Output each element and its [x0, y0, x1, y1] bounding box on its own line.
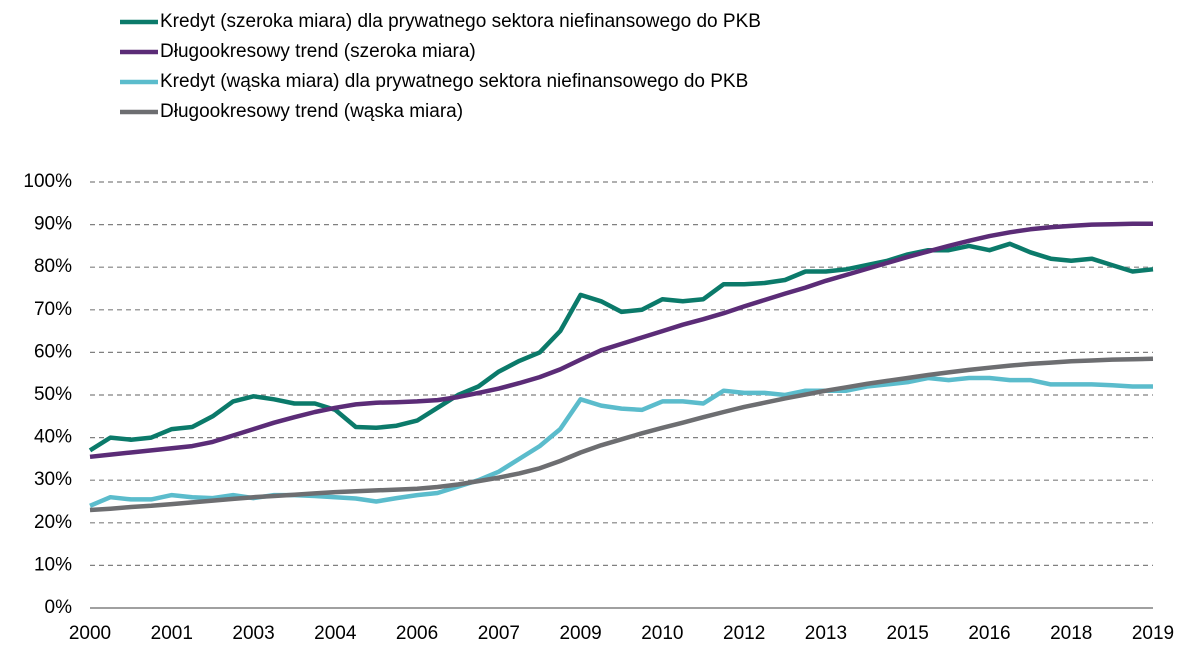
- x-tick-label: 2007: [478, 623, 520, 644]
- x-tick-label: 2015: [887, 623, 929, 644]
- series-line: [88, 241, 1154, 453]
- legend-label: Kredyt (wąska miara) dla prywatnego sekt…: [160, 71, 748, 92]
- y-tick-label: 70%: [34, 299, 72, 320]
- y-tick-label: 20%: [34, 512, 72, 533]
- y-tick-label: 10%: [34, 554, 72, 575]
- x-tick-label: 2018: [1050, 623, 1092, 644]
- x-tick-label: 2019: [1132, 623, 1174, 644]
- y-tick-label: 30%: [34, 469, 72, 490]
- y-tick-label: 100%: [23, 171, 72, 192]
- x-tick-label: 2012: [723, 623, 765, 644]
- x-tick-label: 2013: [805, 623, 847, 644]
- series-line: [89, 356, 1154, 513]
- x-tick-label: 2006: [396, 623, 438, 644]
- y-tick-label: 80%: [34, 256, 72, 277]
- x-tick-label: 2016: [968, 623, 1010, 644]
- x-tick-label: 2010: [641, 623, 683, 644]
- legend-label: Kredyt (szeroka miara) dla prywatnego se…: [160, 11, 761, 32]
- x-tick-label: 2004: [314, 623, 357, 644]
- x-tick-label: 2001: [151, 623, 193, 644]
- y-tick-label: 90%: [34, 214, 72, 235]
- y-tick-label: 50%: [34, 384, 72, 405]
- x-tick-label: 2000: [69, 623, 111, 644]
- y-tick-label: 60%: [34, 341, 72, 362]
- y-tick-label: 40%: [34, 427, 72, 448]
- series-line: [89, 221, 1153, 460]
- x-tick-label: 2009: [559, 623, 601, 644]
- x-tick-label: 2003: [232, 623, 274, 644]
- y-tick-label: 0%: [45, 597, 73, 618]
- legend-label: Długookresowy trend (szeroka miara): [160, 41, 476, 62]
- legend-label: Długookresowy trend (wąska miara): [160, 101, 463, 122]
